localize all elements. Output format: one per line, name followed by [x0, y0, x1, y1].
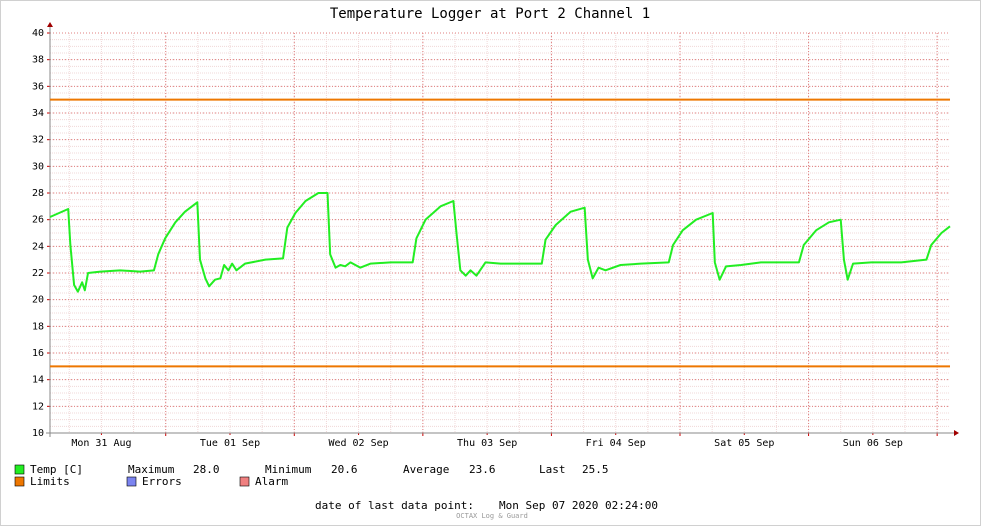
last-date: Mon Sep 07 2020 02:24:00 [499, 499, 658, 512]
legend-swatch [239, 476, 250, 487]
chart-title: Temperature Logger at Port 2 Channel 1 [330, 6, 650, 22]
x-tick-label: Mon 31 Aug [71, 438, 131, 449]
axis-arrow [954, 430, 959, 436]
y-tick-label: 16 [32, 348, 44, 359]
x-tick-label: Sat 05 Sep [714, 438, 774, 449]
axis-arrow [47, 22, 53, 27]
legend-label: Alarm [255, 475, 288, 488]
y-tick-label: 10 [32, 428, 44, 439]
y-tick-label: 14 [32, 375, 44, 386]
y-tick-label: 20 [32, 295, 44, 306]
legend-label: Limits [30, 475, 70, 488]
y-tick-label: 34 [32, 108, 44, 119]
footer-label: date of last data point: [315, 499, 474, 512]
y-tick-label: 22 [32, 268, 44, 279]
marks [49, 98, 951, 368]
y-tick-label: 26 [32, 215, 44, 226]
legend-swatch [14, 464, 25, 475]
x-tick-label: Tue 01 Sep [200, 438, 260, 449]
legend-label: Errors [142, 475, 182, 488]
stat-label: Last [539, 463, 566, 476]
stat-value: 20.6 [331, 463, 358, 476]
stat-value: 23.6 [469, 463, 496, 476]
x-tick-label: Thu 03 Sep [457, 438, 517, 449]
y-tick-label: 32 [32, 135, 44, 146]
legend-label: Temp [C] [30, 463, 83, 476]
x-tick-label: Fri 04 Sep [586, 438, 646, 449]
legend-swatch [14, 476, 25, 487]
y-tick-label: 36 [32, 81, 44, 92]
y-tick-label: 24 [32, 241, 44, 252]
stat-label: Maximum [128, 463, 175, 476]
y-tick-label: 40 [32, 28, 44, 39]
stat-label: Minimum [265, 463, 312, 476]
watermark: OCTAX Log & Guard [456, 512, 528, 520]
x-tick-label: Sun 06 Sep [843, 438, 903, 449]
series-line [49, 192, 951, 293]
stat-value: 28.0 [193, 463, 220, 476]
y-tick-label: 38 [32, 55, 44, 66]
stat-value: 25.5 [582, 463, 609, 476]
y-tick-label: 12 [32, 401, 44, 412]
x-tick-label: Wed 02 Sep [328, 438, 388, 449]
labels: 10 12 14 16 18 20 22 24 26 28 30 32 34 36 38 40 Mon 31 A… [14, 28, 903, 520]
stat-label: Average [403, 463, 449, 476]
legend-swatch [126, 476, 137, 487]
y-tick-label: 18 [32, 321, 44, 332]
y-tick-label: 28 [32, 188, 44, 199]
y-tick-label: 30 [32, 161, 44, 172]
